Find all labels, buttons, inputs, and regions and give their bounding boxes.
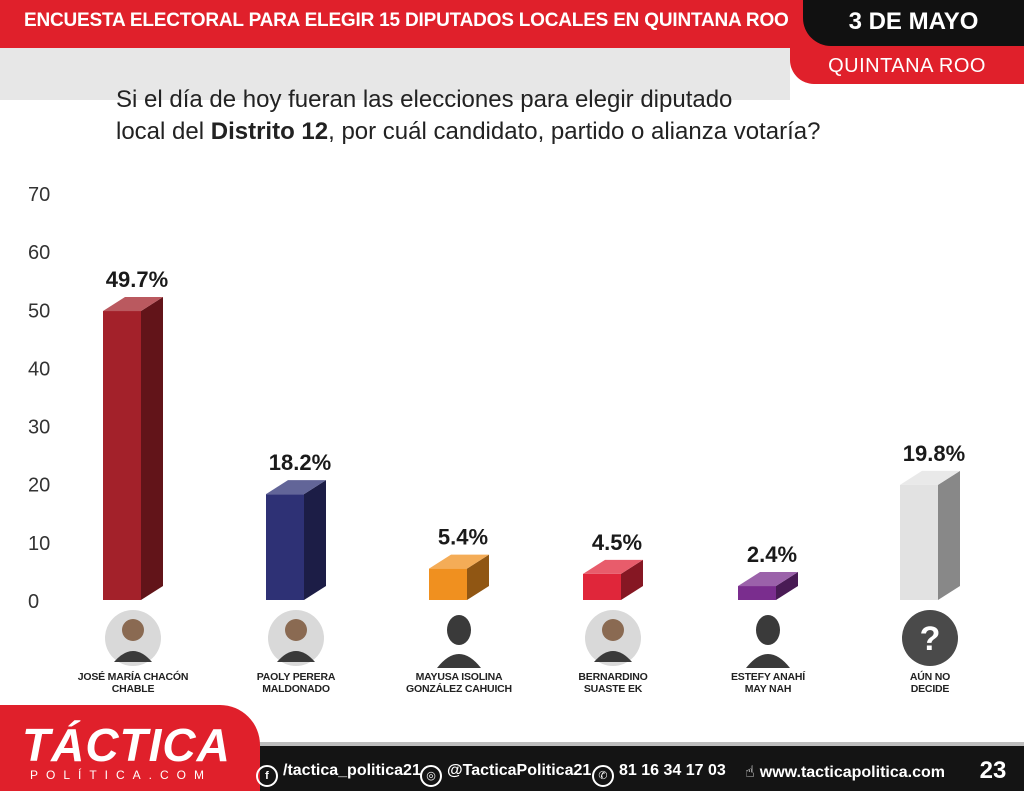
data-label: 18.2% [269, 450, 331, 475]
y-tick-label: 50 [28, 300, 50, 322]
bar: 2.4% [738, 542, 798, 600]
candidate-name-line-2: GONZÁLEZ CAHUICH [406, 683, 512, 695]
candidate-name-line-1: PAOLY PERERA [256, 671, 336, 683]
y-tick-label: 70 [28, 184, 50, 206]
data-label: 2.4% [747, 542, 797, 567]
candidate-name-line-1: MAYUSA ISOLINA [415, 671, 503, 683]
instagram-icon: ◎ [420, 765, 442, 787]
bar-top [738, 572, 798, 587]
whatsapp-icon: ✆ [592, 765, 614, 787]
instagram-handle: @TacticaPolitica21 [447, 762, 592, 779]
y-tick-label: 30 [28, 417, 50, 439]
facebook-link[interactable]: f/tactica_politica21 [256, 762, 421, 787]
candidate-name-line-1: BERNARDINO [578, 671, 648, 683]
candidate-name: BERNARDINO SUASTE EK [538, 671, 688, 695]
date-text: 3 DE MAYO [848, 8, 979, 35]
bar-front [266, 494, 304, 600]
question-district: Distrito 12 [210, 118, 329, 145]
y-tick-label: 20 [28, 475, 50, 497]
candidate-avatar [105, 610, 161, 666]
bar-side [141, 297, 163, 600]
bar-front [103, 311, 141, 600]
candidate-photos: ? [105, 610, 958, 668]
facebook-icon: f [256, 765, 278, 787]
footer-line [250, 742, 1024, 746]
web-url: www.tacticapolitica.com [759, 764, 945, 781]
candidate-name-line-2: MALDONADO [262, 683, 330, 695]
candidate-name-line-2: DECIDE [910, 683, 950, 695]
candidate-avatar [746, 615, 790, 668]
bar: 19.8% [900, 441, 965, 600]
data-label: 5.4% [438, 525, 488, 550]
facebook-handle: /tactica_politica21 [283, 762, 421, 779]
candidate-avatar [268, 610, 324, 666]
bar-chart: 70 60 50 40 30 20 10 0 49.7% 18.2% 5.4% 4.5% 2.4% 19… [28, 184, 965, 668]
bar-front [583, 573, 621, 600]
phone-link[interactable]: ✆ 81 16 34 17 03 [592, 762, 726, 787]
data-label: 19.8% [903, 441, 965, 466]
question-band [0, 48, 790, 100]
phone-number: 81 16 34 17 03 [619, 762, 726, 779]
page-number: 23 [979, 757, 1007, 784]
bar: 18.2% [266, 450, 331, 600]
bar: 4.5% [583, 530, 643, 600]
bar-side [304, 480, 326, 600]
page-number-box [962, 747, 1024, 791]
data-label: 49.7% [106, 267, 168, 292]
candidate-avatar [585, 610, 641, 666]
y-tick-label: 60 [28, 242, 50, 264]
bar-front [429, 568, 467, 600]
candidate-name: MAYUSA ISOLINA GONZÁLEZ CAHUICH [384, 671, 534, 695]
pointer-icon: ☝ [745, 764, 755, 781]
footer-brand-box [0, 705, 260, 791]
question-text: Si el día de hoy fueran las elecciones p… [116, 84, 876, 148]
state-text: QUINTANA ROO [828, 55, 986, 77]
y-tick-label: 10 [28, 533, 50, 555]
bar-top [900, 470, 960, 485]
state-box [790, 48, 1024, 84]
candidate-name: JOSÉ MARÍA CHACÓN CHABLE [58, 671, 208, 695]
bars: 49.7% 18.2% 5.4% 4.5% 2.4% 19.8% [103, 267, 965, 600]
candidate-name-line-1: JOSÉ MARÍA CHACÓN CHABLE [77, 671, 189, 695]
bar-side [938, 470, 960, 600]
bar-side [776, 572, 798, 600]
brand-subtitle: POLÍTICA.COM [30, 768, 213, 782]
candidate-name-line-1: ESTEFY ANAHÍ [730, 671, 806, 683]
bar-top [429, 554, 489, 569]
undecided-icon: ? [902, 610, 958, 666]
svg-text:?: ? [920, 620, 941, 658]
candidate-name-line-2: SUASTE EK [583, 683, 643, 695]
y-tick-label: 0 [28, 591, 39, 613]
candidate-name-line-1: AÚN NO [909, 671, 951, 683]
bar: 49.7% [103, 267, 168, 600]
header-title: ENCUESTA ELECTORAL PARA ELEGIR 15 DIPUTA… [24, 10, 789, 31]
bar-top [266, 480, 326, 495]
candidate-name: AÚN NO DECIDE [855, 671, 1005, 695]
data-label: 4.5% [592, 530, 642, 555]
bar: 5.4% [429, 525, 489, 600]
web-link[interactable]: ☝ www.tacticapolitica.com [745, 762, 945, 782]
bar-top [103, 297, 163, 312]
question-line-1: Si el día de hoy fueran las elecciones p… [116, 86, 733, 113]
bar-front [900, 484, 938, 600]
question-line-2-post: , por cuál candidato, partido o alianza … [328, 118, 821, 145]
candidate-name: PAOLY PERERA MALDONADO [221, 671, 371, 695]
bar-side [467, 554, 489, 600]
bar-front [738, 586, 776, 600]
y-axis: 70 60 50 40 30 20 10 0 [28, 184, 50, 613]
brand-logo: TÁCTICA [22, 719, 231, 771]
question-line-2: local del Distrito 12, por cuál candidat… [116, 116, 876, 148]
candidate-name: ESTEFY ANAHÍ MAY NAH [693, 671, 843, 695]
candidate-avatar [437, 615, 481, 668]
bar-side [621, 559, 643, 600]
y-tick-label: 40 [28, 358, 50, 380]
candidate-name-line-2: MAY NAH [744, 683, 792, 695]
date-box [803, 0, 1024, 46]
instagram-link[interactable]: ◎ @TacticaPolitica21 [420, 762, 591, 787]
question-line-2-pre: local del [116, 118, 211, 145]
bar-top [583, 559, 643, 574]
